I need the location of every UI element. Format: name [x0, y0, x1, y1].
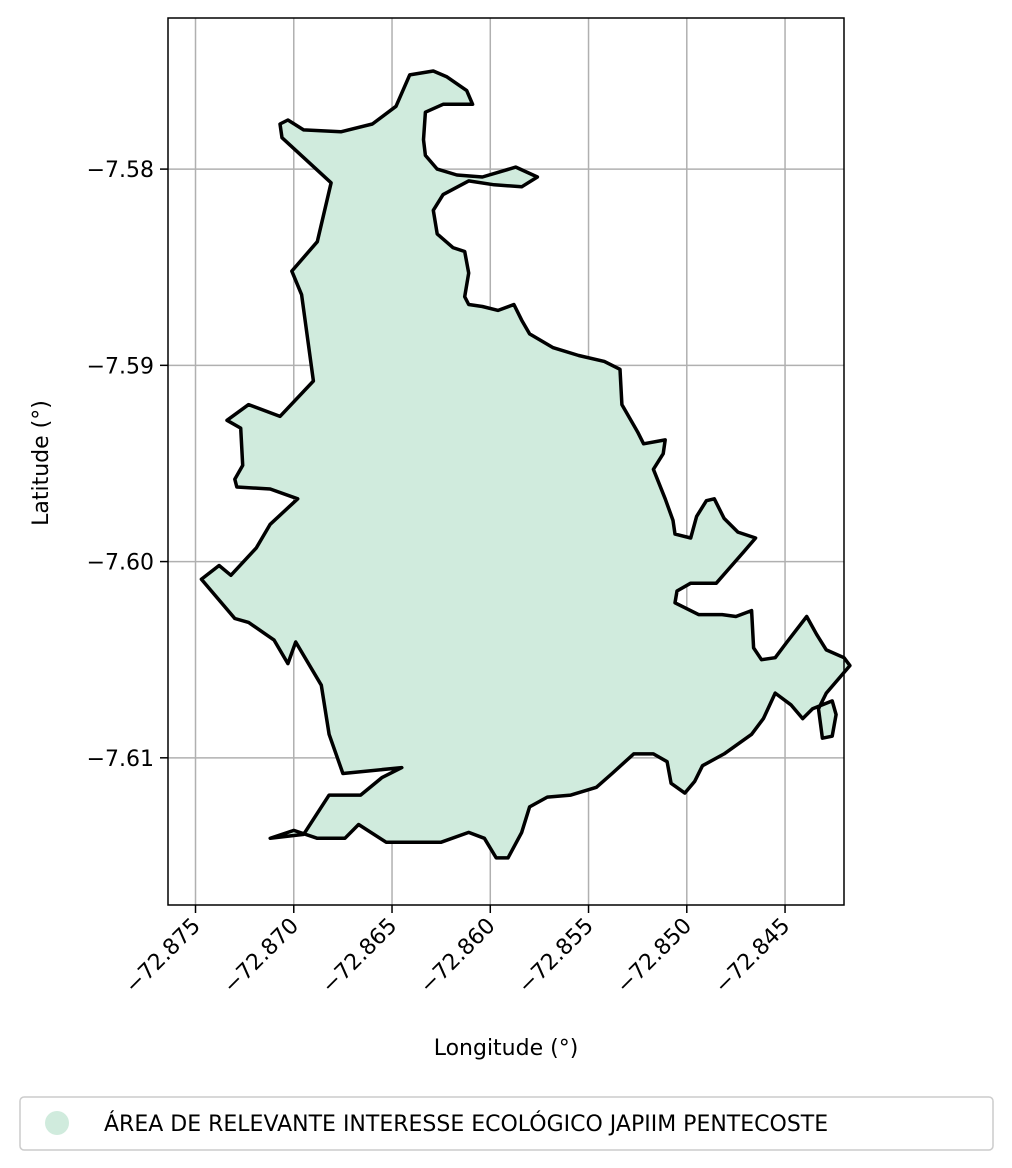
y-tick-label: −7.59 [87, 354, 154, 379]
x-tick-label: −72.845 [710, 914, 795, 999]
x-tick-label: −72.870 [219, 914, 304, 999]
x-tick-label: −72.855 [514, 914, 599, 999]
y-tick-label: −7.58 [87, 158, 154, 183]
y-axis-label: Latitude (°) [29, 400, 54, 526]
x-tick-label: −72.865 [317, 914, 402, 999]
y-tick-label: −7.61 [87, 747, 154, 772]
x-tick-label: −72.875 [121, 914, 206, 999]
legend-frame [19, 1096, 994, 1151]
y-tick-label: −7.60 [87, 551, 154, 576]
protected-area-polygon [199, 69, 852, 860]
x-tick-label: −72.850 [612, 914, 697, 999]
x-axis-label: Longitude (°) [434, 1036, 579, 1061]
legend: ÁREA DE RELEVANTE INTERESSE ECOLÓGICO JA… [19, 1096, 994, 1151]
legend-entry-label: ÁREA DE RELEVANTE INTERESSE ECOLÓGICO JA… [104, 1111, 828, 1137]
x-tick-label: −72.860 [415, 914, 500, 999]
plot-frame [167, 17, 845, 906]
legend-marker [45, 1111, 69, 1135]
